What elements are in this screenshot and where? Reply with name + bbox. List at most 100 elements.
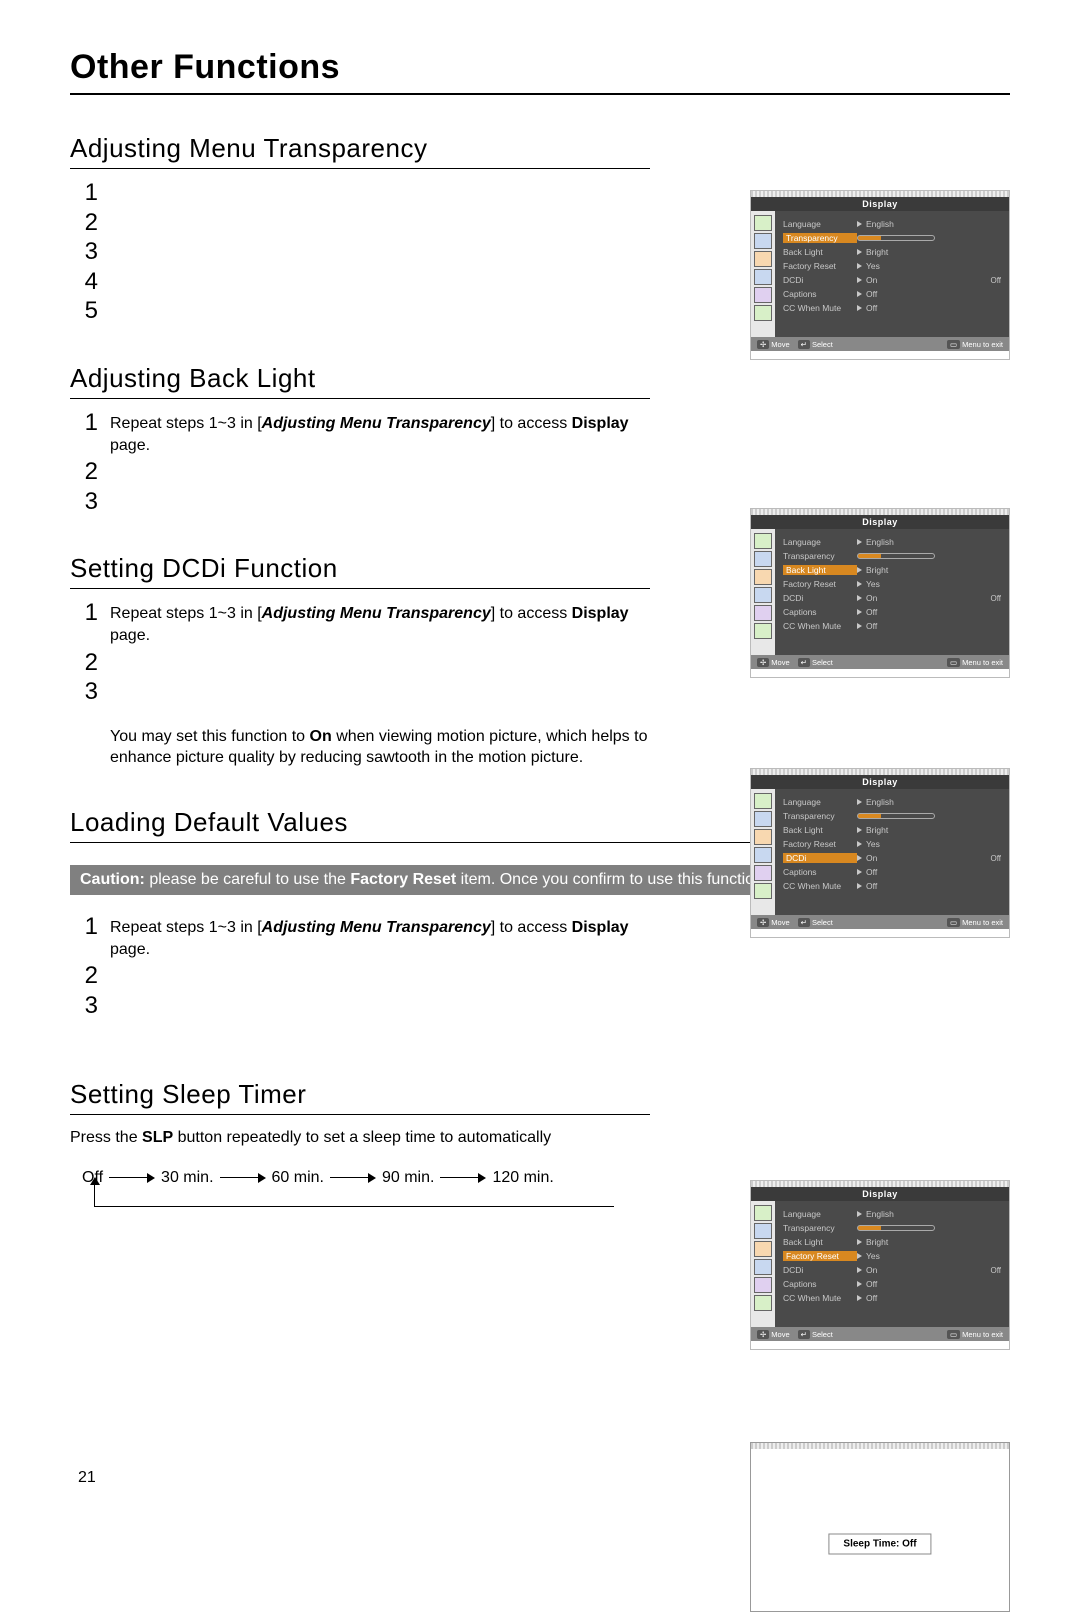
osd-iconcol [751, 1201, 775, 1327]
triangle-right-icon [857, 1295, 862, 1301]
triangle-right-icon [857, 581, 862, 587]
osd-row: Captions Off [783, 605, 1001, 619]
osd-title: Display [751, 197, 1009, 211]
step-text: Repeat steps 1~3 in [Adjusting Menu Tran… [110, 913, 660, 960]
step-num: 3 [70, 678, 98, 706]
step-num: 2 [70, 649, 98, 677]
osd-row-label: Language [783, 1209, 857, 1219]
osd-row-label: Back Light [783, 247, 857, 257]
osd-footer-item: ↵Select [798, 340, 833, 349]
osd-tab-icon [754, 1205, 772, 1221]
osd-slider [857, 553, 935, 559]
step-num: 1 [70, 913, 98, 941]
osd-row-value: Off [866, 303, 877, 313]
osd-tab-icon [754, 215, 772, 231]
osd-row-label: Transparency [783, 811, 857, 821]
osd-row: Back LightBright [783, 823, 1001, 837]
t: You may set this function to [110, 728, 310, 745]
osd-tab-icon [754, 793, 772, 809]
t: Press the [70, 1129, 142, 1146]
triangle-right-icon [857, 291, 862, 297]
osd-tab-icon [754, 865, 772, 881]
osd-iconcol [751, 789, 775, 915]
osd-row: Factory ResetYes [783, 577, 1001, 591]
osd-tab-icon [754, 251, 772, 267]
triangle-right-icon [857, 1239, 862, 1245]
arrow-right-icon [440, 1173, 486, 1183]
osd-tab-icon [754, 1223, 772, 1239]
osd-row: Back LightBright [783, 1235, 1001, 1249]
osd-row-label: DCDi [783, 593, 857, 603]
rule-dcdi [70, 588, 650, 589]
osd-footer: ✢Move↵Select▭Menu to exit [751, 1327, 1009, 1341]
t: On [310, 728, 332, 745]
step: 3 [70, 678, 660, 706]
sleep-sequence-return-arrow [94, 1185, 614, 1207]
osd-row: Language English [783, 535, 1001, 549]
osd-footer: ✢Move↵Select▭Menu to exit [751, 337, 1009, 351]
triangle-right-icon [857, 1253, 862, 1259]
osd-row-label: Transparency [783, 551, 857, 561]
osd-screenshot: DisplayLanguageEnglishTransparencyBack L… [750, 190, 1010, 360]
step-num: 1 [70, 409, 98, 437]
triangle-right-icon [857, 609, 862, 615]
osd-row-label: Captions [783, 289, 857, 299]
osd-body: LanguageEnglishTransparencyBack LightBri… [751, 211, 1009, 337]
osd-row: LanguageEnglish [783, 217, 1001, 231]
title-rule [70, 93, 1010, 95]
osd-tab-icon [754, 305, 772, 321]
osd-tab-icon [754, 287, 772, 303]
osd-row-label: Back Light [783, 565, 857, 575]
t: ] to access [491, 919, 572, 936]
triangle-right-icon [857, 827, 862, 833]
osd-row: CC When Mute Off [783, 301, 1001, 315]
t: Display [572, 605, 629, 622]
step: 2 [70, 209, 660, 237]
t: item. Once you confirm to use this funct… [456, 871, 788, 888]
t: Caution: [80, 871, 145, 888]
triangle-right-icon [857, 1267, 862, 1273]
osd-row: Back LightBright [783, 563, 1001, 577]
triangle-right-icon [857, 841, 862, 847]
triangle-right-icon [857, 249, 862, 255]
triangle-right-icon [857, 883, 862, 889]
t: ] to access [491, 415, 572, 432]
t: Display [572, 919, 629, 936]
osd-row: Transparency [783, 549, 1001, 563]
osd-tab-icon [754, 605, 772, 621]
osd-row-extra: Off [990, 594, 1001, 603]
osd-tab-icon [754, 533, 772, 549]
osd-row-value: Off [866, 289, 877, 299]
osd-row-value: Off [866, 867, 877, 877]
osd-row-label: DCDi [783, 1265, 857, 1275]
t: button repeatedly to set a sleep time to… [173, 1129, 551, 1146]
osd-tab-icon [754, 551, 772, 567]
sleep-instruction: Press the SLP button repeatedly to set a… [70, 1129, 1010, 1147]
osd-row-value: Yes [866, 1251, 880, 1261]
osd-title: Display [751, 775, 1009, 789]
osd-row-value: Bright [866, 825, 888, 835]
osd-row-label: Captions [783, 607, 857, 617]
page: Other Functions Adjusting Menu Transpare… [0, 0, 1080, 1527]
osd-row-value: Off [866, 1293, 877, 1303]
osd-footer-item: ✢Move [757, 340, 790, 349]
osd-row: Transparency [783, 1221, 1001, 1235]
sleep-timer-screenshot: Sleep Time: Off [750, 1442, 1010, 1612]
step-text: Repeat steps 1~3 in [Adjusting Menu Tran… [110, 409, 660, 456]
rule-sleep [70, 1114, 650, 1115]
osd-row-label: Factory Reset [783, 839, 857, 849]
osd-footer-item: ↵Select [798, 1330, 833, 1339]
page-number: 21 [78, 1469, 96, 1487]
osd-row-value: Bright [866, 1237, 888, 1247]
triangle-right-icon [857, 623, 862, 629]
osd-row-value: English [866, 537, 894, 547]
page-title: Other Functions [70, 48, 1010, 87]
osd-row-value: English [866, 219, 894, 229]
osd-row: Captions Off [783, 287, 1001, 301]
osd-row-value: Off [866, 607, 877, 617]
arrow-right-icon [109, 1173, 155, 1183]
osd-row-label: CC When Mute [783, 303, 857, 313]
osd-row-label: Language [783, 537, 857, 547]
t: SLP [142, 1129, 173, 1146]
rule-backlight [70, 398, 650, 399]
